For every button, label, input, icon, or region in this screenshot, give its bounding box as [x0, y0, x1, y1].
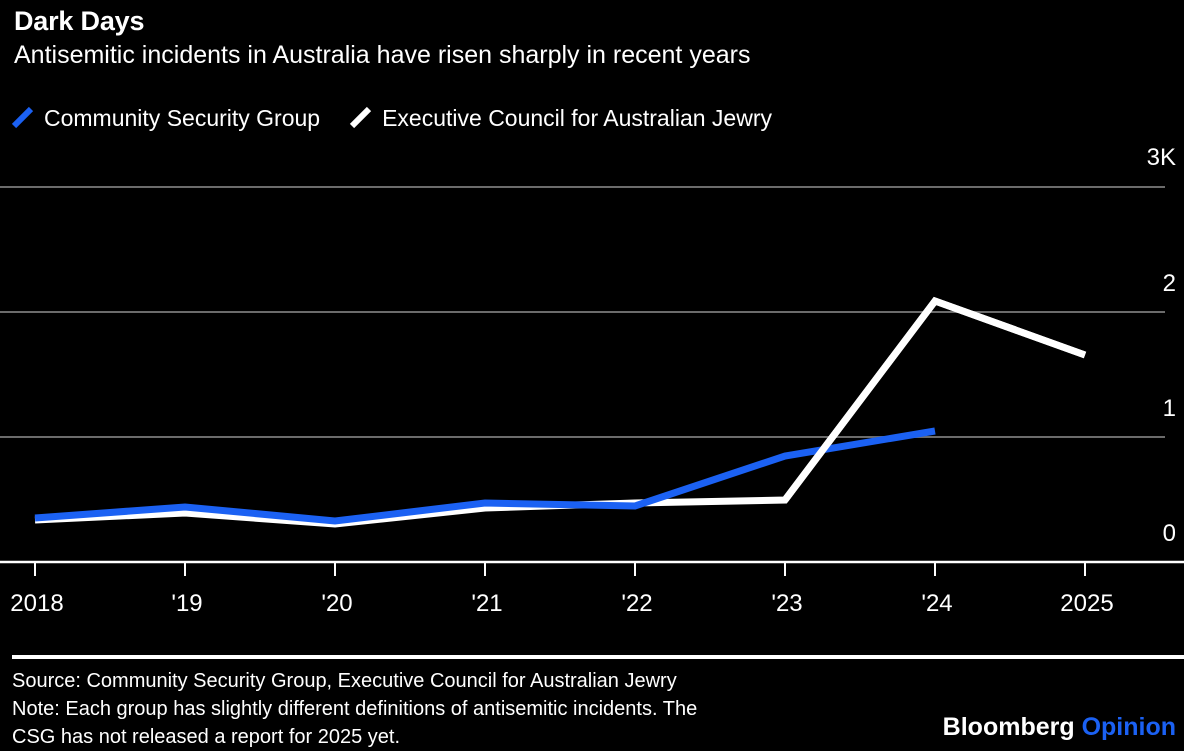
y-tick-label-1: 1 — [1162, 395, 1176, 422]
x-tick-label-20: '20 — [321, 590, 353, 617]
page-subtitle: Antisemitic incidents in Australia have … — [14, 41, 751, 69]
x-axis-ticks — [34, 563, 1086, 576]
chart-legend: Community Security Group Executive Counc… — [10, 105, 800, 131]
bloomberg-opinion-logo: Bloomberg Opinion — [943, 712, 1176, 742]
note-line-2: CSG has not released a report for 2025 y… — [12, 726, 400, 748]
note-line-1: Note: Each group has slightly different … — [12, 698, 698, 720]
x-tick-label-24: '24 — [921, 590, 953, 617]
gridlines — [0, 186, 1165, 438]
brand-opinion: Opinion — [1081, 713, 1176, 741]
diagonal-slash-icon — [348, 105, 374, 131]
page-title: Dark Days — [14, 6, 145, 36]
x-tick-label-2025: 2025 — [1060, 590, 1114, 617]
x-tick-label-22: '22 — [621, 590, 653, 617]
series-line-ecaj-upper — [782, 296, 1087, 503]
y-tick-label-2: 2 — [1162, 270, 1176, 297]
data-series-layer — [34, 296, 1087, 528]
y-tick-label-0: 0 — [1162, 520, 1176, 547]
x-tick-label-21: '21 — [471, 590, 503, 617]
series-line-ecaj — [34, 296, 1087, 528]
brand-bloomberg: Bloomberg — [942, 713, 1075, 741]
x-tick-label-23: '23 — [771, 590, 803, 617]
x-tick-label-2018: 2018 — [10, 590, 64, 617]
chart-footer: Source: Community Security Group, Execut… — [12, 655, 1184, 751]
legend-label-csg: Community Security Group — [44, 105, 321, 131]
footer-divider — [12, 655, 1184, 659]
diagonal-slash-icon — [10, 105, 36, 131]
y-tick-label-3k: 3K — [1146, 144, 1176, 171]
x-tick-label-19: '19 — [171, 590, 203, 617]
series-line-csg — [34, 427, 936, 525]
source-note: Source: Community Security Group, Execut… — [12, 670, 677, 692]
legend-item-ecaj[interactable]: Executive Council for Australian Jewry — [348, 105, 772, 131]
chart-header: Dark Days Antisemitic incidents in Austr… — [14, 4, 1174, 71]
legend-label-ecaj: Executive Council for Australian Jewry — [382, 105, 772, 131]
legend-item-csg[interactable]: Community Security Group — [10, 105, 320, 131]
